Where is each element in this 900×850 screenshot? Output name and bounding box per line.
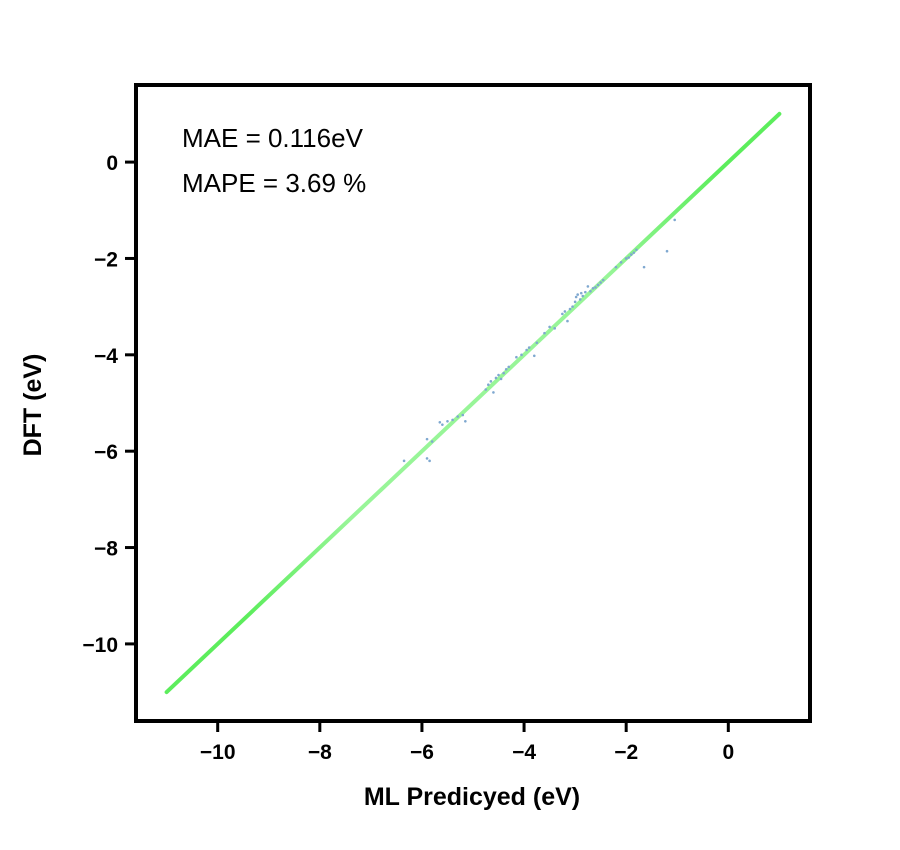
scatter-point bbox=[502, 371, 505, 375]
scatter-point bbox=[515, 355, 518, 359]
scatter-point bbox=[532, 354, 536, 358]
x-tick-label: −8 bbox=[308, 741, 332, 764]
y-tick-label: 0 bbox=[106, 152, 118, 175]
scatter-point bbox=[494, 376, 498, 380]
x-tick-label: −10 bbox=[200, 741, 236, 764]
scatter-point bbox=[497, 373, 500, 377]
scatter-point bbox=[642, 265, 646, 269]
scatter-point bbox=[525, 348, 528, 352]
scatter-point bbox=[451, 418, 454, 422]
y-tick-label: −10 bbox=[82, 634, 118, 657]
scatter-point bbox=[599, 281, 602, 284]
scatter-point bbox=[464, 420, 467, 423]
scatter-point bbox=[581, 294, 585, 298]
scatter-point bbox=[579, 291, 583, 295]
scatter-point bbox=[673, 218, 676, 222]
y-axis-ticks: −10 −8 −6 −4 −2 0 bbox=[82, 152, 136, 657]
scatter-point bbox=[624, 257, 628, 260]
scatter-point bbox=[601, 278, 605, 282]
scatter-point bbox=[438, 420, 442, 424]
scatter-point bbox=[629, 253, 633, 256]
scatter-point bbox=[594, 286, 597, 289]
x-tick-label: −2 bbox=[614, 741, 638, 764]
scatter-point bbox=[446, 420, 449, 423]
scatter-point bbox=[574, 295, 578, 299]
scatter-point bbox=[425, 437, 429, 441]
scatter-point bbox=[586, 285, 590, 288]
y-tick-label: −2 bbox=[94, 248, 118, 271]
x-axis-title: ML Predicyed (eV) bbox=[364, 783, 580, 811]
scatter-point bbox=[635, 248, 638, 252]
reference-line bbox=[164, 111, 782, 695]
scatter-point bbox=[499, 377, 503, 381]
scatter-point bbox=[591, 287, 595, 290]
scatter-point bbox=[507, 365, 511, 369]
x-axis-ticks: −10 −8 −6 −4 −2 0 bbox=[200, 721, 734, 764]
scatter-point bbox=[548, 325, 551, 329]
plot-frame bbox=[134, 83, 812, 723]
scatter-point bbox=[578, 298, 582, 301]
scatter-point bbox=[619, 261, 623, 264]
scatter-point bbox=[487, 383, 490, 386]
x-tick-label: 0 bbox=[722, 741, 734, 764]
scatter-point bbox=[520, 353, 523, 357]
scatter-point bbox=[568, 307, 572, 311]
scatter-point bbox=[553, 327, 556, 330]
scatter-point bbox=[665, 249, 669, 253]
x-tick-label: −4 bbox=[512, 741, 536, 764]
mae-annotation: MAE = 0.116eV bbox=[182, 123, 364, 153]
scatter-point bbox=[571, 305, 574, 308]
scatter-point bbox=[428, 459, 431, 463]
scatter-point bbox=[563, 310, 567, 313]
scatter-point bbox=[596, 283, 600, 287]
scatter-point bbox=[441, 423, 444, 426]
scatter-point bbox=[527, 346, 531, 349]
mape-annotation: MAPE = 3.69 % bbox=[182, 168, 366, 198]
scatter-point bbox=[576, 293, 579, 296]
scatter-points bbox=[402, 218, 676, 463]
scatter-point bbox=[504, 367, 508, 371]
scatter-point bbox=[535, 341, 539, 345]
scatter-point bbox=[561, 312, 564, 316]
scatter-point bbox=[543, 331, 546, 335]
y-tick-label: −6 bbox=[94, 441, 118, 464]
scatter-point bbox=[566, 319, 569, 323]
y-tick-label: −4 bbox=[94, 345, 118, 368]
scatter-point bbox=[632, 251, 636, 254]
scatter-point bbox=[461, 413, 465, 417]
y-axis-title: DFT (eV) bbox=[19, 354, 47, 457]
x-tick-label: −6 bbox=[410, 741, 434, 764]
scatter-point bbox=[484, 388, 488, 391]
scatter-point bbox=[627, 256, 631, 259]
scatter-point bbox=[489, 380, 493, 383]
scatter-point bbox=[589, 289, 592, 293]
scatter-point bbox=[456, 415, 459, 418]
scatter-point bbox=[573, 300, 577, 304]
scatter-point bbox=[492, 391, 495, 394]
y-tick-label: −8 bbox=[94, 538, 118, 561]
scatter-point bbox=[402, 459, 406, 463]
scatter-point bbox=[425, 457, 429, 460]
parity-line bbox=[164, 111, 782, 695]
scatter-point bbox=[614, 265, 618, 269]
scatter-point bbox=[430, 440, 434, 443]
scatter-point bbox=[584, 290, 587, 294]
